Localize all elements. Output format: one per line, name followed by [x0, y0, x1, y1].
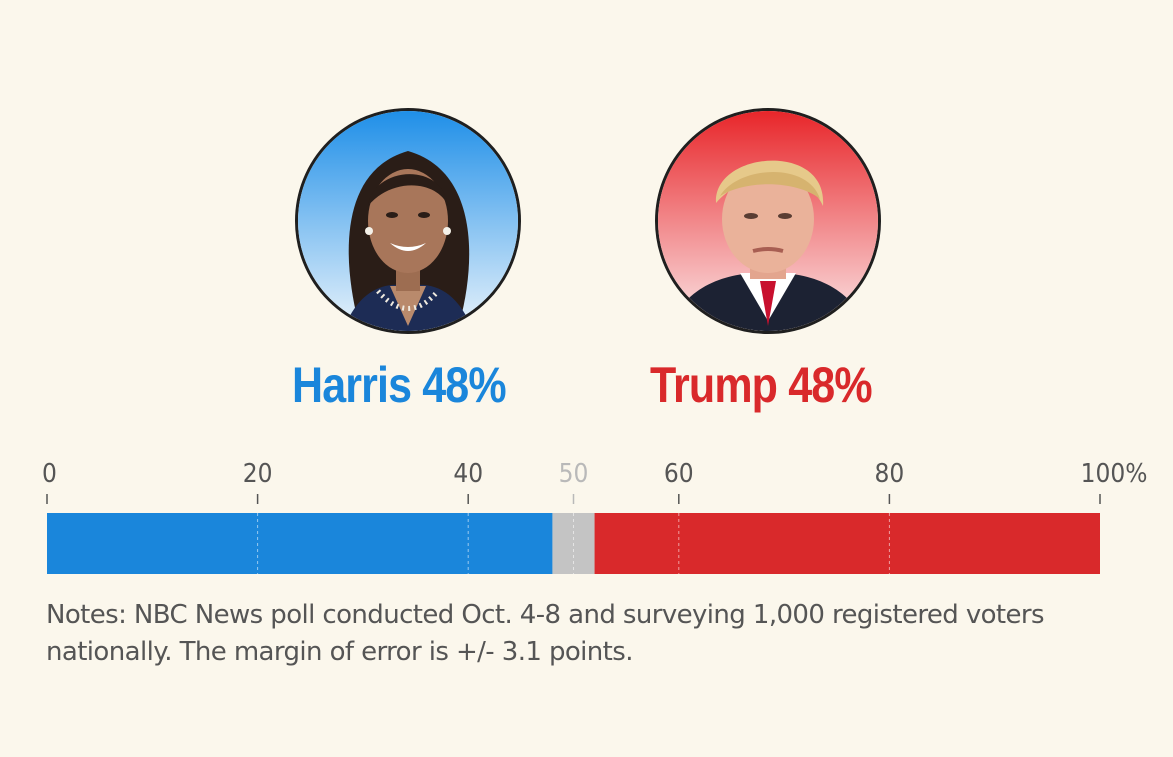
harris-label: Harris 48% [292, 356, 507, 414]
trump-name: Trump [650, 357, 778, 413]
harris-photo-icon [298, 111, 518, 331]
trump-label: Trump 48% [650, 356, 873, 414]
bar-segment-harris [47, 513, 553, 574]
harris-name: Harris [292, 357, 412, 413]
tick-label-20: 20 [243, 459, 273, 489]
trump-photo-icon [658, 111, 878, 331]
tick-label-50: 50 [559, 459, 589, 489]
harris-percent: 48% [422, 357, 506, 413]
tick-label-80: 80 [875, 459, 905, 489]
tick-label-100: 100% [1081, 459, 1148, 489]
bar-segment-trump [594, 513, 1100, 574]
chart-notes: Notes: NBC News poll conducted Oct. 4-8 … [46, 600, 1045, 667]
tick-label-60: 60 [664, 459, 694, 489]
poll-bar-chart: 0 20 40 50 60 80 100% [42, 459, 1148, 574]
trump-portrait [655, 108, 881, 334]
tick-label-0: 0 [42, 459, 57, 489]
tick-label-40: 40 [453, 459, 483, 489]
trump-percent: 48% [788, 357, 872, 413]
harris-portrait [295, 108, 521, 334]
